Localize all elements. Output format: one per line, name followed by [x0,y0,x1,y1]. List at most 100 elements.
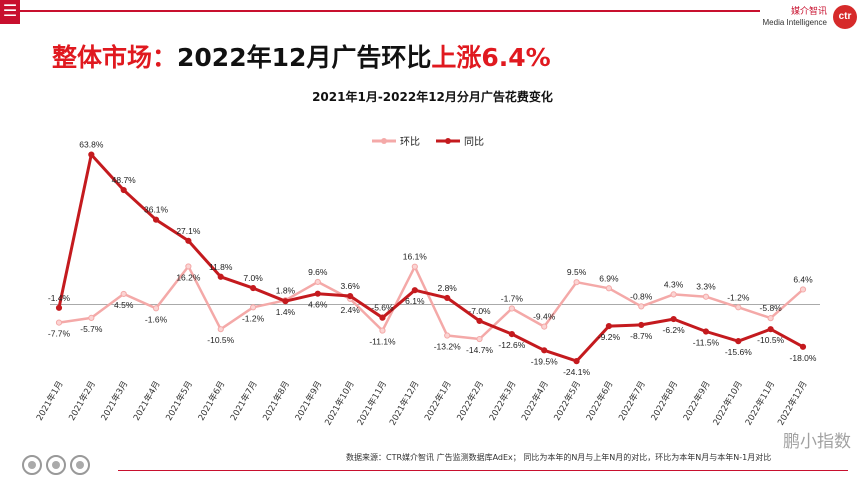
data-label: -11.1% [369,337,396,347]
data-label: 7.0% [243,273,263,283]
data-point [638,303,645,310]
x-tick-label: 2021年1月 [34,379,66,423]
x-tick-label: 2022年9月 [681,379,713,423]
data-label: -10.5% [207,335,234,345]
data-label: 36.1% [144,205,169,215]
x-tick-label: 2022年5月 [552,379,584,423]
data-label: -1.6% [145,314,168,324]
data-label: 9.6% [308,267,328,277]
data-point [476,317,483,325]
data-point [702,328,710,335]
data-point [541,347,548,354]
title-part-rise: 上涨6.4% [431,43,551,72]
menu-icon[interactable]: ☰ [0,0,20,24]
x-tick-label: 2022年10月 [711,379,745,427]
data-label: 11.8% [209,262,233,272]
x-tick-label: 2021年11月 [355,379,389,427]
data-label: 1.4% [276,307,296,317]
ctr-logo: ctr [833,5,857,29]
data-point [55,304,63,311]
data-label: -1.4% [48,293,71,303]
data-point [411,287,418,294]
data-point [379,327,386,334]
x-tick-label: 2021年2月 [66,379,98,423]
data-point [411,263,418,270]
legend-label: 同比 [464,136,484,148]
title-part-mom: 2022年12月广告环比 [177,43,432,72]
data-label: 4.5% [114,300,134,310]
data-point [476,335,483,343]
data-label: 3.3% [696,282,716,292]
data-label: -7.0% [468,306,491,316]
data-point [185,263,192,270]
data-point [217,326,224,333]
series-line-yoy [57,153,804,363]
data-point [799,286,807,293]
data-label: 48.7% [112,175,137,185]
data-label: 6.4% [793,274,813,284]
data-point [670,315,677,323]
x-tick-label: 2021年8月 [260,379,292,423]
page-title: 整体市场：2022年12月广告环比上涨6.4% [52,38,551,74]
data-point [120,186,127,194]
legend-label: 环比 [400,136,420,148]
data-label: -18.0% [790,353,817,363]
x-tick-label: 2021年4月 [131,379,163,423]
seal-icon [46,455,66,475]
x-tick-label: 2022年2月 [455,379,487,423]
watermark: 鹏小指数 [783,432,851,452]
brand: 媒介智讯 Media Intelligence [763,7,827,28]
data-label: -10.5% [757,335,784,345]
x-tick-label: 2022年4月 [519,379,551,423]
data-point [735,338,742,345]
data-label: -7.7% [48,329,71,339]
data-point [444,294,451,302]
data-point [573,279,580,286]
data-point [217,273,224,280]
data-label: -6.2% [662,325,685,335]
chart-legend: 环比 同比 [372,136,484,148]
legend-swatch-marker [381,138,387,144]
data-point [314,278,321,286]
data-label: 16.2% [176,272,201,282]
data-point [314,290,321,297]
data-label: 6.9% [599,273,619,283]
x-tick-label: 2022年1月 [422,379,454,423]
data-label: -8.7% [630,331,653,341]
data-point [347,292,354,300]
data-label: 9.5% [567,267,587,277]
data-label: -0.8% [630,291,653,301]
data-point [120,290,127,298]
title-part-market: 整体市场： [52,43,178,72]
data-label: 63.8% [79,140,104,150]
series-line-mom [58,265,804,341]
data-label: 3.6% [340,281,360,291]
x-tick-label: 2022年11月 [743,379,777,427]
data-label: -5.8% [760,303,783,313]
data-point [735,304,742,311]
seal-icon [70,455,90,475]
x-tick-label: 2021年5月 [163,379,195,423]
certification-seals [22,455,90,475]
data-point [185,237,192,244]
data-label: -5.6% [371,303,394,313]
data-label: -12.6% [498,340,525,350]
data-point [573,358,580,365]
data-label: 2.8% [437,283,457,293]
data-point [152,305,160,312]
data-label: -24.1% [563,367,590,377]
brand-en: Media Intelligence [762,18,827,27]
header-rule [20,10,760,12]
data-label: -13.2% [434,342,461,352]
brand-cn: 媒介智讯 [790,7,827,17]
chart-title: 2021年1月-2022年12月分月广告花费变化 [312,90,553,104]
data-point [799,343,807,350]
data-point [88,151,95,158]
x-tick-label: 2022年8月 [649,379,681,423]
data-point [55,319,63,326]
data-label: -9.2% [598,332,621,342]
data-label: -1.2% [727,292,750,302]
data-point [605,285,613,292]
x-tick-label: 2021年6月 [196,379,228,423]
